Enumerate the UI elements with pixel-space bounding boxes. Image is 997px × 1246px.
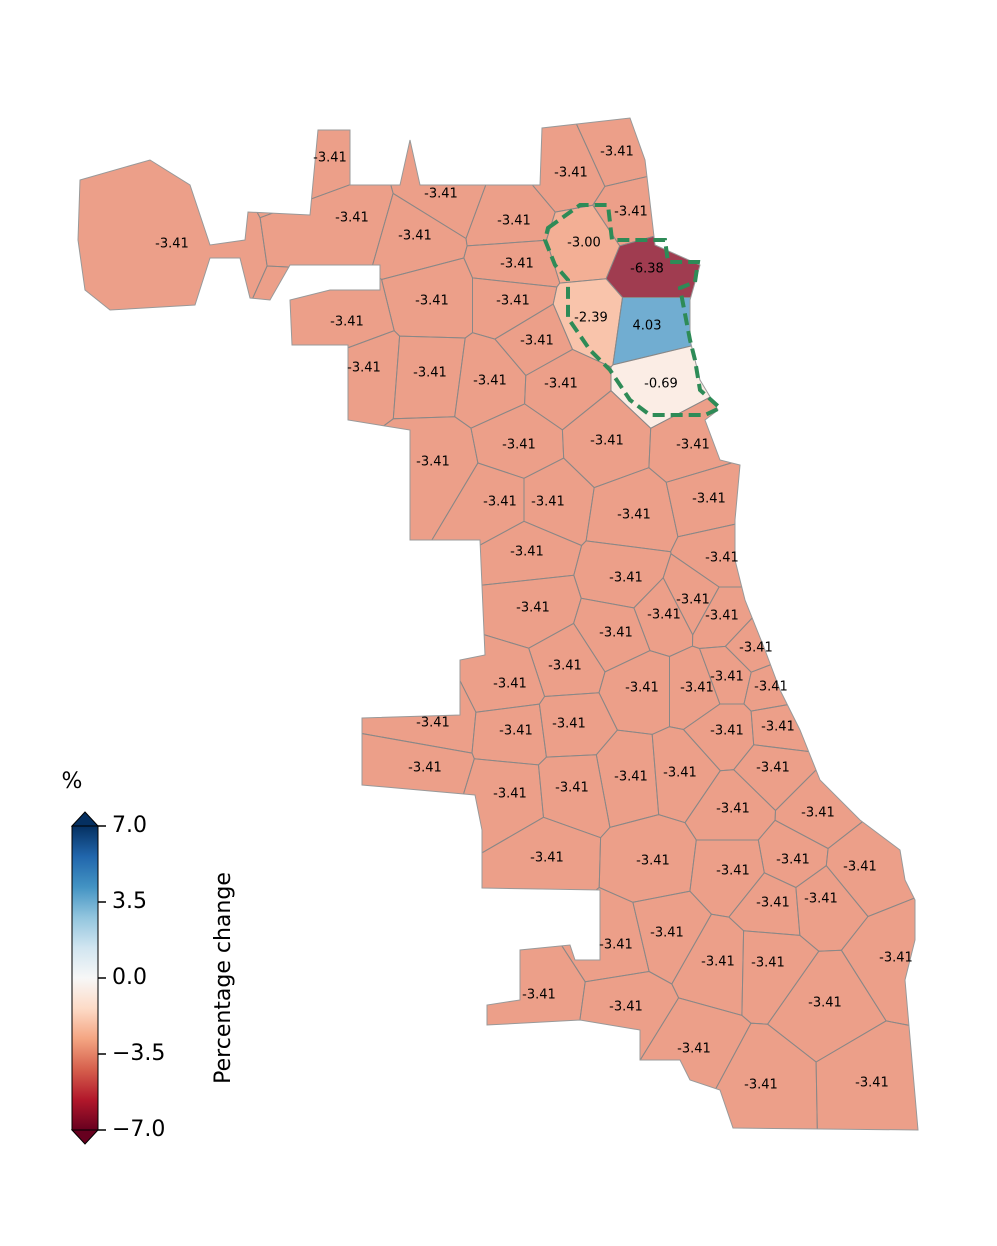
region-label: -3.41 xyxy=(496,294,530,309)
region-label: -3.41 xyxy=(413,366,447,381)
region-label: -3.41 xyxy=(548,659,582,674)
region-label: -3.41 xyxy=(398,229,432,244)
region-label: -3.41 xyxy=(531,495,565,510)
region-label: -3.41 xyxy=(804,892,838,907)
region-label: -3.41 xyxy=(500,257,534,272)
colorbar-label: Percentage change xyxy=(211,872,236,1084)
region-label: -3.41 xyxy=(808,996,842,1011)
region-label: -3.00 xyxy=(567,236,601,251)
region xyxy=(78,918,586,1130)
region-label: -3.41 xyxy=(710,724,744,739)
region xyxy=(564,118,918,187)
region-label: -3.41 xyxy=(705,551,739,566)
region-label: -3.41 xyxy=(499,724,533,739)
colorbar-tick-label: 0.0 xyxy=(112,965,147,990)
region-label: -3.41 xyxy=(879,951,913,966)
region-label: -3.41 xyxy=(554,166,588,181)
region-label: -3.41 xyxy=(756,896,790,911)
colorbar-unit: % xyxy=(62,769,83,794)
region-label: -3.41 xyxy=(590,434,624,449)
region-label: -3.41 xyxy=(716,864,750,879)
region-label: -3.41 xyxy=(680,681,714,696)
colorbar-extend-bottom xyxy=(70,1129,100,1145)
region-label: -3.41 xyxy=(676,593,710,608)
region-label: -3.41 xyxy=(416,455,450,470)
region-label: -3.41 xyxy=(650,926,684,941)
highlight-outline xyxy=(542,203,724,417)
region-label: -3.41 xyxy=(520,334,554,349)
region-label: -3.41 xyxy=(701,955,735,970)
colorbar-extend-top xyxy=(70,811,100,827)
region-labels: -3.41 -3.41 -3.41 -3.41 -3.41 -3.41 -3.41 -3.41… xyxy=(155,145,913,1093)
region-label: -3.41 xyxy=(424,187,458,202)
region-label: -3.41 xyxy=(647,608,681,623)
region-label: -3.41 xyxy=(756,761,790,776)
region-label: -3.41 xyxy=(761,720,795,735)
region-label: -3.41 xyxy=(776,853,810,868)
region-label: -3.41 xyxy=(544,377,578,392)
region-label: -3.41 xyxy=(530,851,564,866)
region-label: -3.41 xyxy=(493,787,527,802)
colorbar-tick-label: −3.5 xyxy=(112,1041,165,1066)
region-label: -3.41 xyxy=(801,806,835,821)
region-label: -3.41 xyxy=(617,508,651,523)
region xyxy=(155,416,479,593)
region-label: -3.41 xyxy=(555,781,589,796)
region-label: -3.41 xyxy=(751,956,785,971)
region-label: -3.41 xyxy=(614,205,648,220)
region-label: -6.38 xyxy=(630,262,664,277)
colorbar-tick-label: 7.0 xyxy=(112,813,147,838)
region-label: -3.41 xyxy=(347,361,381,376)
region-label: 4.03 xyxy=(633,319,662,334)
region-label: -3.41 xyxy=(636,854,670,869)
region-label: -3.41 xyxy=(416,716,450,731)
region-label: -3.41 xyxy=(609,1000,643,1015)
region-label: -3.41 xyxy=(609,571,643,586)
region-label: -3.41 xyxy=(625,681,659,696)
region xyxy=(592,118,918,247)
region-label: -3.41 xyxy=(614,770,648,785)
region-label: -3.41 xyxy=(330,315,364,330)
region-label: -3.41 xyxy=(473,374,507,389)
region-label: -3.41 xyxy=(744,1078,778,1093)
colorbar-body xyxy=(71,825,99,1131)
region-label: -3.41 xyxy=(855,1076,889,1091)
region-label: -3.41 xyxy=(754,680,788,695)
region-label: -3.41 xyxy=(408,761,442,776)
region-label: -3.41 xyxy=(710,670,744,685)
region xyxy=(815,1020,918,1130)
region-label: -3.41 xyxy=(510,545,544,560)
region-label: -3.41 xyxy=(663,766,697,781)
region-label: -3.41 xyxy=(516,601,550,616)
region-label: -3.41 xyxy=(497,214,531,229)
colorbar: 7.0 3.5 0.0 −3.5 −7.0 xyxy=(70,811,165,1145)
colorbar-tick-label: −7.0 xyxy=(112,1117,165,1142)
region-label: -0.69 xyxy=(644,377,678,392)
region xyxy=(78,592,477,754)
region-label: -3.41 xyxy=(522,988,556,1003)
region-label: -3.41 xyxy=(692,492,726,507)
region-label: -3.41 xyxy=(502,438,536,453)
region-label: -3.41 xyxy=(705,609,739,624)
region-label: -3.41 xyxy=(483,495,517,510)
region-label: -3.41 xyxy=(155,237,189,252)
colorbar-tick-label: 3.5 xyxy=(112,889,147,914)
region-label: -3.41 xyxy=(716,802,750,817)
region-label: -3.41 xyxy=(313,151,347,166)
region-label: -3.41 xyxy=(599,626,633,641)
region-label: -3.41 xyxy=(552,717,586,732)
region-label: -3.41 xyxy=(739,641,773,656)
region-label: -3.41 xyxy=(676,438,710,453)
region-label: -3.41 xyxy=(677,1042,711,1057)
region-label: -3.41 xyxy=(600,145,634,160)
region-label: -3.41 xyxy=(493,677,527,692)
region-label: -3.41 xyxy=(415,294,449,309)
region-label: -3.41 xyxy=(335,211,369,226)
region-label: -3.41 xyxy=(599,938,633,953)
region-label: -2.39 xyxy=(574,311,608,326)
region-label: -3.41 xyxy=(843,860,877,875)
